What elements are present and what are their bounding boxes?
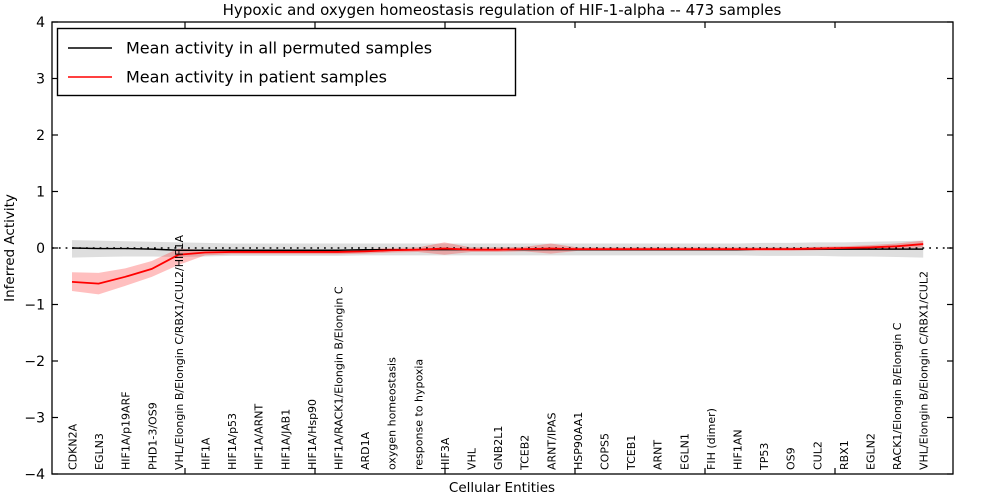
x-category-label: HIF1A/p53 <box>226 413 239 470</box>
series-lines <box>71 243 924 285</box>
y-tick-label: −1 <box>24 298 45 314</box>
x-category-label: RACK1/Elongin B/Elongin C <box>891 322 904 470</box>
x-category-label: GNB2L1 <box>492 426 505 470</box>
x-category-label: COPS5 <box>599 433 612 470</box>
x-category-label: HIF1AN <box>732 429 745 470</box>
x-category-label: HIF1A/Hsp90 <box>306 399 319 470</box>
x-category-label: VHL/Elongin B/Elongin C/RBX1/CUL2 <box>918 271 931 470</box>
legend-label-patient: Mean activity in patient samples <box>126 68 387 87</box>
y-tick-label: 0 <box>36 241 45 257</box>
x-category-label: TCEB2 <box>519 435 532 471</box>
x-category-label: EGLN1 <box>678 433 691 470</box>
y-tick-label: −4 <box>24 467 45 483</box>
x-category-label: CUL2 <box>811 441 824 470</box>
y-tick-label: 3 <box>36 72 45 88</box>
x-category-label: oxygen homeostasis <box>386 357 399 470</box>
x-category-label: FIH (dimer) <box>705 408 718 470</box>
x-category-label: ARNT/IPAS <box>545 412 558 470</box>
y-tick-label: −2 <box>24 354 45 370</box>
x-category-label: HIF3A <box>439 437 452 470</box>
x-category-label: VHL/Elongin B/Elongin C/RBX1/CUL2/HIF1A <box>173 234 186 470</box>
x-category-label: response to hypoxia <box>412 359 425 470</box>
legend-label-permuted: Mean activity in all permuted samples <box>126 39 432 58</box>
x-category-label: HIF1A/ARNT <box>253 404 266 470</box>
legend-box <box>56 27 517 97</box>
x-category-label: HIF1A/p19ARF <box>120 391 133 470</box>
x-category-label: VHL <box>466 447 479 470</box>
y-tick-label: −3 <box>24 411 45 427</box>
x-category-label: ARNT <box>652 440 665 470</box>
axis-ticks <box>52 21 953 475</box>
x-category-label: CDKN2A <box>67 423 80 470</box>
x-category-label: OS9 <box>785 447 798 470</box>
x-category-label: HIF1A/JAB1 <box>279 409 292 470</box>
x-category-label: HIF1A <box>200 437 213 470</box>
x-category-label: ARD1A <box>359 431 372 470</box>
x-category-label: EGLN3 <box>93 433 106 470</box>
x-category-label: EGLN2 <box>865 433 878 470</box>
y-tick-label: 4 <box>36 15 45 31</box>
x-tick-labels: CDKN2A EGLN3 HIF1A/p19ARF PHD1-3/OS9 VHL/Elo… <box>67 234 931 471</box>
x-category-label: PHD1-3/OS9 <box>146 402 159 470</box>
chart-title: Hypoxic and oxygen homeostasis regulatio… <box>223 1 782 19</box>
legend: Mean activity in all permuted samples Me… <box>56 27 517 97</box>
x-category-label: TCEB1 <box>625 435 638 471</box>
x-category-label: HIF1A/RACK1/Elongin B/Elongin C <box>333 286 346 470</box>
line-series-1 <box>71 243 924 285</box>
x-category-label: TP53 <box>758 443 771 471</box>
x-category-label: HSP90AA1 <box>572 412 585 470</box>
y-axis-label: Inferred Activity <box>2 194 18 302</box>
y-tick-label: 1 <box>36 185 45 201</box>
band-series-1 <box>72 240 924 295</box>
y-tick-labels: −4 −3 −2 −1 0 1 2 3 4 <box>24 15 45 483</box>
y-tick-label: 2 <box>36 128 45 144</box>
x-category-label: RBX1 <box>838 440 851 470</box>
x-axis-label: Cellular Entities <box>449 480 555 496</box>
